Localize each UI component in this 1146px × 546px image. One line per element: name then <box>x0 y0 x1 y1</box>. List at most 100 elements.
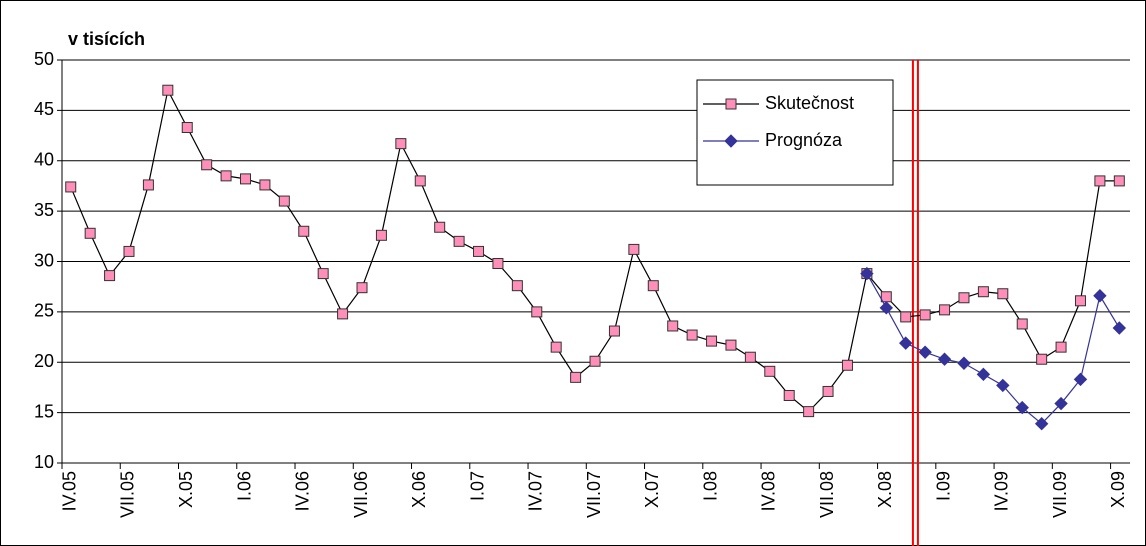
marker <box>337 308 349 320</box>
marker <box>667 320 679 332</box>
marker <box>1093 289 1107 303</box>
marker <box>958 292 970 304</box>
x-tick-label: VII.09 <box>1050 471 1070 518</box>
marker <box>589 355 601 367</box>
x-tick-label: IV.07 <box>526 471 546 511</box>
marker <box>278 195 290 207</box>
marker <box>1112 321 1127 335</box>
marker <box>1015 400 1029 415</box>
marker <box>880 291 892 303</box>
x-tick-label: VII.07 <box>584 471 604 518</box>
marker <box>395 138 407 150</box>
y-tick-label: 40 <box>34 150 54 170</box>
marker <box>104 270 116 282</box>
marker <box>492 258 504 270</box>
marker <box>414 175 426 187</box>
legend-label: Skutečnost <box>765 93 854 113</box>
marker <box>375 229 387 241</box>
marker <box>744 351 756 363</box>
marker <box>647 280 659 292</box>
marker <box>860 266 874 281</box>
marker <box>65 181 77 193</box>
marker <box>628 243 640 255</box>
marker <box>298 225 310 237</box>
x-tick-label: VII.06 <box>351 471 371 518</box>
marker <box>220 170 232 182</box>
marker <box>900 311 912 323</box>
marker <box>1054 396 1068 411</box>
marker <box>550 341 562 353</box>
x-tick-label: IV.09 <box>992 471 1012 511</box>
marker <box>142 179 154 191</box>
marker <box>976 367 991 382</box>
marker <box>1036 353 1048 365</box>
marker <box>531 306 543 318</box>
marker <box>918 345 932 359</box>
x-tick-label: I.09 <box>933 471 953 501</box>
marker <box>240 173 252 185</box>
x-tick-label: X.09 <box>1108 471 1128 508</box>
y-tick-label: 25 <box>34 301 54 321</box>
marker <box>706 335 718 347</box>
marker <box>453 235 465 247</box>
marker <box>1016 318 1028 330</box>
marker <box>841 359 853 371</box>
marker <box>957 356 971 370</box>
y-tick-label: 35 <box>34 200 54 220</box>
marker <box>899 336 913 350</box>
marker <box>1034 416 1049 431</box>
marker <box>511 280 523 292</box>
x-tick-label: IV.05 <box>59 471 79 511</box>
x-tick-label: X.08 <box>875 471 895 508</box>
legend-marker <box>724 134 738 148</box>
x-tick-label: I.08 <box>700 471 720 501</box>
y-tick-label: 10 <box>34 452 54 472</box>
marker <box>725 339 737 351</box>
x-tick-label: I.07 <box>467 471 487 501</box>
chart-title: v tisících <box>68 29 145 49</box>
marker <box>570 371 582 383</box>
y-tick-label: 45 <box>34 99 54 119</box>
y-tick-label: 20 <box>34 351 54 371</box>
marker <box>1113 175 1125 187</box>
marker <box>764 365 776 377</box>
marker <box>822 385 834 397</box>
x-tick-label: X.06 <box>409 471 429 508</box>
legend-label: Prognóza <box>765 130 843 150</box>
marker <box>473 245 485 257</box>
marker <box>434 221 446 233</box>
marker <box>1074 295 1086 307</box>
marker <box>1094 175 1106 187</box>
x-tick-label: VII.05 <box>118 471 138 518</box>
marker <box>686 329 698 341</box>
y-tick-label: 15 <box>34 401 54 421</box>
marker <box>201 159 213 171</box>
legend-marker <box>725 98 737 110</box>
x-tick-label: X.07 <box>642 471 662 508</box>
marker <box>919 309 931 321</box>
marker <box>937 352 952 366</box>
marker <box>803 406 815 418</box>
marker <box>997 288 1009 300</box>
marker <box>977 286 989 298</box>
marker <box>1055 341 1067 353</box>
x-tick-label: IV.06 <box>293 471 313 511</box>
x-tick-label: IV.08 <box>759 471 779 511</box>
marker <box>356 282 368 294</box>
marker <box>996 378 1010 393</box>
marker <box>84 227 96 239</box>
marker <box>317 268 329 280</box>
marker <box>939 304 951 316</box>
marker <box>162 84 174 96</box>
marker <box>181 122 193 134</box>
marker <box>879 301 894 315</box>
y-tick-label: 50 <box>34 49 54 69</box>
x-tick-label: X.05 <box>176 471 196 508</box>
marker <box>608 325 620 337</box>
marker <box>1073 372 1088 387</box>
marker <box>783 389 795 401</box>
x-tick-label: I.06 <box>234 471 254 501</box>
legend-box <box>696 79 894 186</box>
